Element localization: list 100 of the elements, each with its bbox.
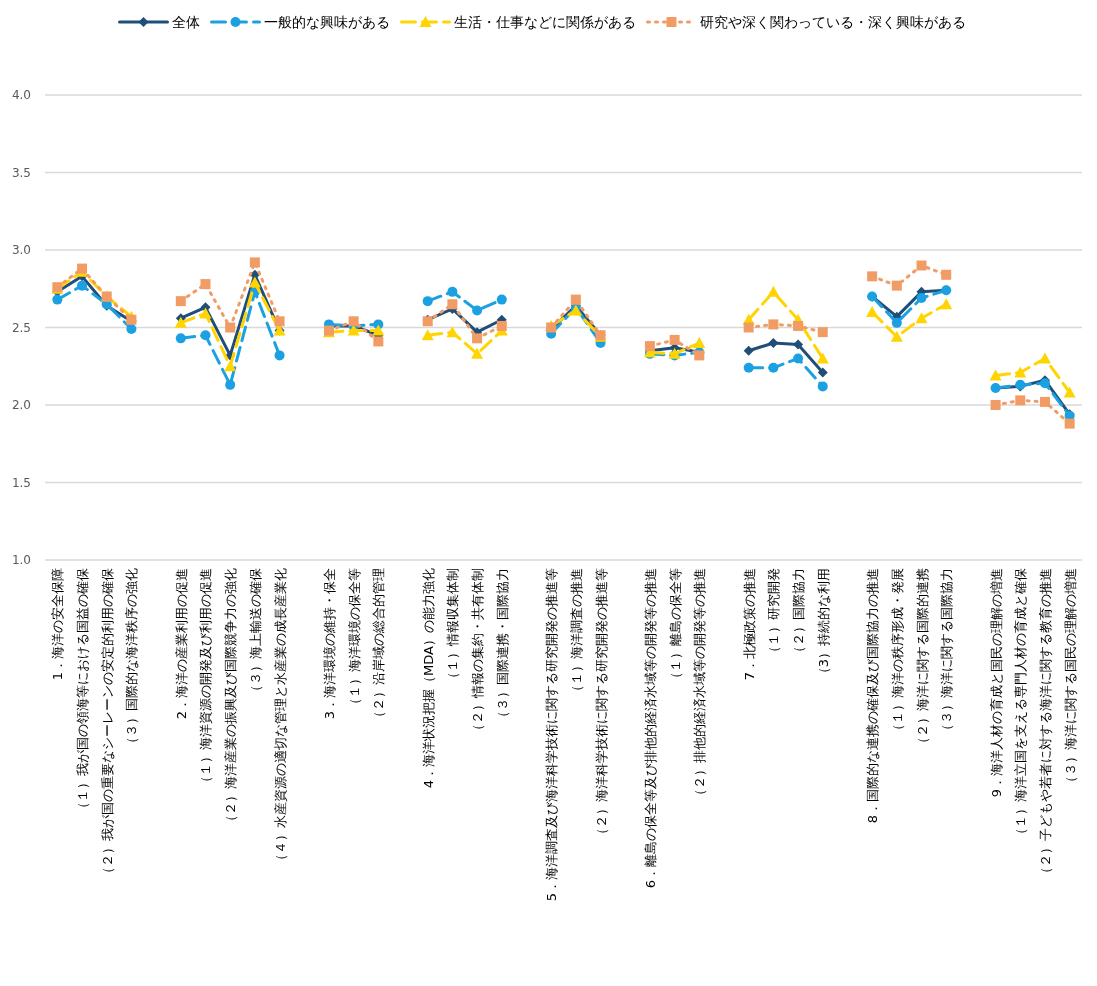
x-tick-label: （１）海洋の秩序形成・発展 — [889, 568, 905, 737]
point — [200, 330, 211, 341]
point — [372, 324, 385, 336]
x-tick-label: （１）情報収集体制 — [445, 568, 461, 685]
x-tick-label: （１）海洋環境の保全等 — [346, 568, 362, 711]
point — [1064, 418, 1075, 429]
x-tick-label: （２）海洋産業の振興及び国際競争力の強化 — [223, 568, 239, 828]
x-tick-label: （２）国際協力 — [791, 568, 807, 659]
y-tick-label: 1.0 — [11, 553, 31, 567]
point — [446, 326, 459, 338]
y-tick-label: 2.0 — [11, 398, 31, 412]
x-tick-label: 4．海洋状況把握（MDA）の能力強化 — [420, 568, 436, 789]
x-tick-label: （１）海洋立国を支える専門人材の育成と確保 — [1013, 568, 1029, 841]
point — [274, 350, 285, 361]
point — [669, 334, 680, 345]
point — [225, 379, 236, 390]
point — [225, 322, 236, 333]
y-tick-label: 3.0 — [11, 243, 31, 257]
legend-label: 全体 — [171, 14, 200, 30]
x-tick-label: （２）排他的経済水域等の開発等の推進 — [692, 568, 708, 802]
point — [644, 341, 655, 352]
point — [793, 320, 804, 331]
point — [940, 298, 953, 310]
point — [472, 333, 483, 344]
point — [767, 285, 780, 297]
point — [1015, 395, 1026, 406]
legend-label: 生活・仕事などに関係がある — [453, 14, 636, 30]
point — [175, 333, 186, 344]
point — [126, 324, 137, 335]
point — [1014, 366, 1027, 378]
x-tick-label: （３）海洋に関する国民の理解の増進 — [1062, 568, 1078, 789]
point — [941, 269, 952, 280]
y-tick-label: 3.5 — [11, 165, 31, 180]
point — [768, 362, 779, 373]
x-tick-label: （２）情報の集約・共有体制 — [470, 568, 486, 737]
point — [866, 306, 879, 317]
point — [768, 338, 779, 348]
x-tick-label: 5．海洋調査及び海洋科学技術に関する研究開発の推進等 — [544, 568, 560, 902]
point — [891, 317, 902, 328]
point — [891, 280, 902, 291]
x-tick-label: （３）国際連携・国際協力 — [494, 568, 510, 724]
x-tick-label: （２）子どもや若者に対する海洋に関する教育の推進 — [1037, 568, 1053, 880]
point — [916, 260, 927, 271]
x-tick-label: （４）水産資源の適切な管理と水産業の成長産業化 — [272, 568, 288, 867]
point — [816, 352, 829, 364]
point — [200, 279, 211, 290]
x-tick-label: 3．海洋環境の維持・保全 — [321, 568, 337, 720]
x-tick-label: 6．離島の保全等及び排他的経済水域等の開発等の推進 — [642, 568, 658, 889]
x-tick-label: （3）持続的な利用 — [815, 568, 831, 681]
point — [990, 400, 1001, 410]
x-tick-label: （３）海上輸送の確保 — [247, 568, 263, 698]
y-tick-label: 4.0 — [11, 88, 31, 102]
x-tick-label: （２）我が国の重要なシーレーンの安定的利用の確保 — [99, 568, 115, 880]
y-tick-label: 1.5 — [11, 475, 31, 490]
x-tick-label: 2．海洋の産業利用の促進 — [173, 568, 189, 720]
point — [77, 280, 88, 291]
x-tick-label: 8．国際的な連携の確保及び国際協力の推進 — [865, 568, 881, 824]
x-tick-label: 9．海洋人材の育成と国民の理解の増進 — [988, 568, 1004, 798]
x-tick-label: （１）離島の保全等 — [667, 568, 683, 685]
point — [422, 296, 433, 307]
point — [348, 316, 359, 327]
point — [793, 339, 804, 350]
point — [496, 320, 507, 331]
point — [693, 337, 706, 348]
point — [421, 329, 434, 341]
point — [1039, 396, 1050, 407]
x-tick-label: 1．海洋の安全保障 — [50, 568, 66, 681]
x-tick-label: （１）海洋調査の推進 — [568, 568, 584, 698]
point — [1063, 386, 1076, 398]
point — [890, 330, 903, 342]
point — [570, 294, 581, 305]
point — [199, 307, 212, 319]
point — [817, 327, 828, 338]
point — [496, 294, 507, 305]
legend-label: 研究や深く関わっている・深く興味がある — [699, 14, 966, 30]
point — [989, 369, 1002, 381]
point — [768, 319, 779, 330]
point — [817, 381, 828, 392]
x-tick-label: （１）海洋資源の開発及び利用の促進 — [198, 568, 214, 789]
point — [447, 286, 458, 297]
x-tick-label: （３）国際的な海洋秩序の強化 — [124, 568, 140, 750]
point — [274, 316, 285, 327]
x-tick-label: 7．北極政策の推進 — [741, 568, 757, 681]
point — [793, 353, 804, 364]
point — [373, 336, 384, 347]
x-tick-label: （２）海洋に関する国際的連携 — [914, 568, 930, 750]
point — [743, 345, 754, 356]
point — [867, 271, 878, 282]
point — [743, 322, 754, 333]
x-tick-label: （３）海洋に関する国際協力 — [939, 568, 955, 737]
point — [447, 299, 458, 310]
point — [916, 293, 927, 304]
x-tick-label: （１）我が国の領海等における国益の確保 — [75, 568, 91, 815]
point — [249, 257, 260, 268]
y-tick-label: 2.5 — [11, 320, 31, 335]
legend-label: 一般的な興味がある — [263, 14, 390, 30]
x-tick-label: （２）沿岸域の総合的管理 — [371, 568, 387, 724]
point — [248, 276, 261, 288]
point — [817, 367, 828, 378]
x-tick-label: （１）研究開発 — [766, 568, 782, 659]
